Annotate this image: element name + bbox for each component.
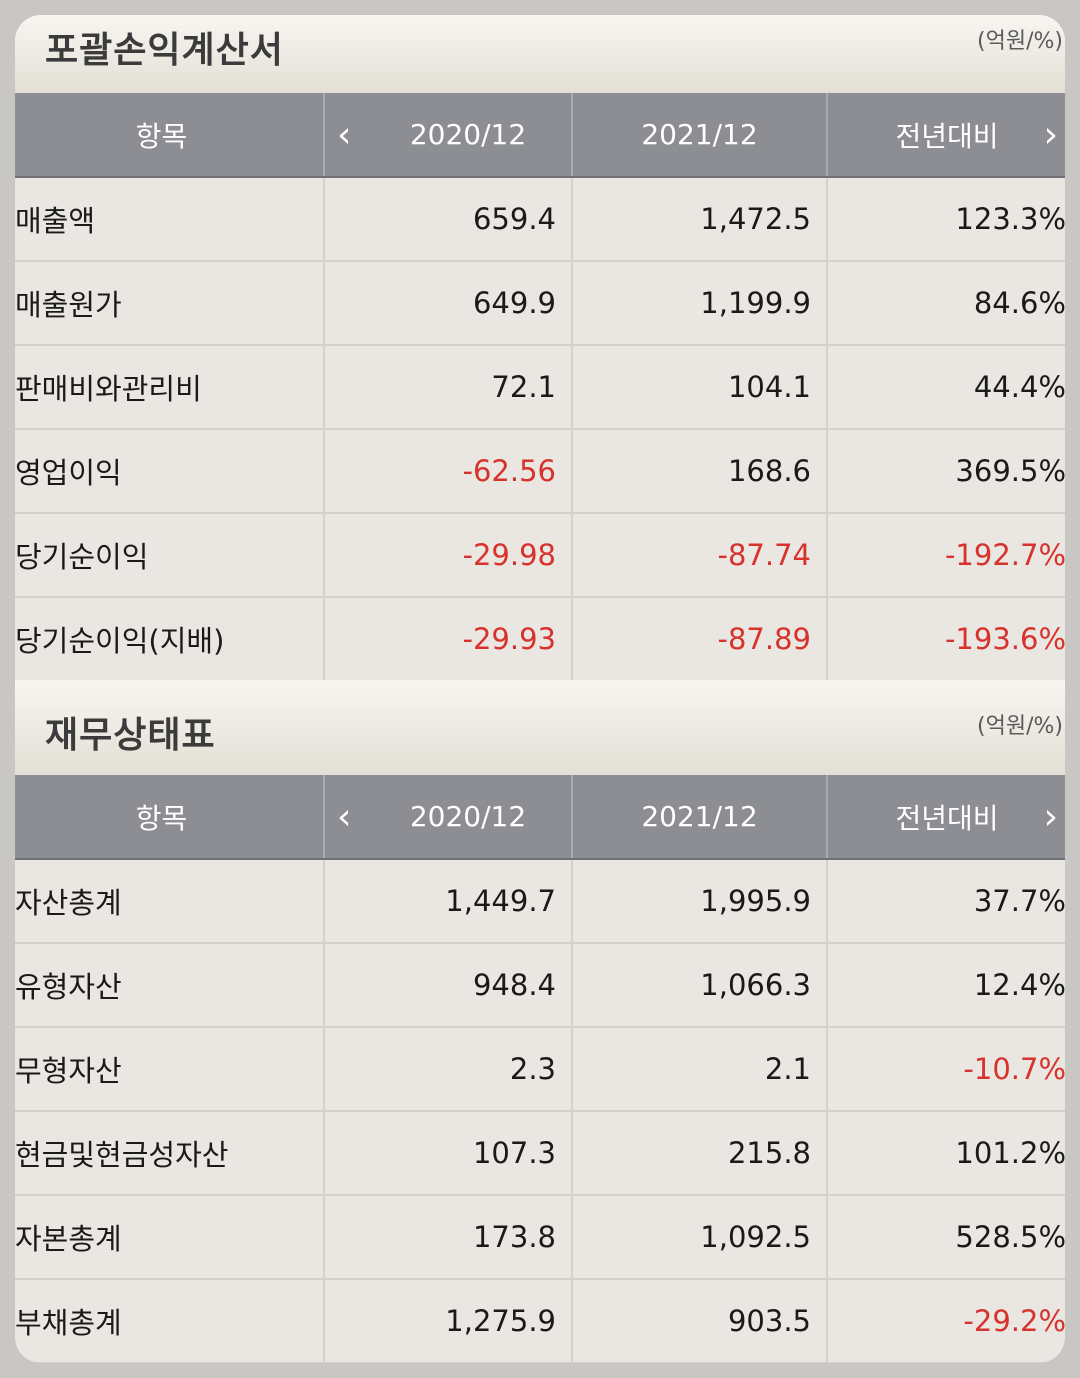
table-row: 매출액 659.4 1,472.5 123.3% xyxy=(15,178,1065,262)
chevron-right-icon[interactable]: › xyxy=(1043,796,1058,837)
column-header-item: 항목 xyxy=(15,775,325,858)
column-header-item: 항목 xyxy=(15,93,325,176)
value-2021: 1,995.9 xyxy=(573,860,828,942)
value-yoy: -29.2% xyxy=(963,1304,1065,1338)
table-row: 현금및현금성자산 107.3 215.8 101.2% xyxy=(15,1112,1065,1196)
column-header-2021: 2021/12 xyxy=(573,775,828,858)
value-2020: 649.9 xyxy=(325,262,573,344)
column-header-yoy: 전년대비 › xyxy=(828,775,1065,858)
row-label: 현금및현금성자산 xyxy=(15,1112,325,1194)
table-row: 당기순이익 -29.98 -87.74 -192.7% xyxy=(15,514,1065,598)
column-header-label: 2020/12 xyxy=(409,118,527,151)
column-header-label: 전년대비 xyxy=(895,801,999,835)
value-2020: 107.3 xyxy=(325,1112,573,1194)
value-2021: 1,472.5 xyxy=(573,178,828,260)
value-yoy: 37.7% xyxy=(973,884,1065,918)
value-2021: 1,199.9 xyxy=(573,262,828,344)
column-header-label: 항목 xyxy=(135,801,188,835)
value-yoy: 101.2% xyxy=(955,1136,1065,1170)
value-yoy: 44.4% xyxy=(973,370,1065,404)
value-2021: -87.74 xyxy=(573,514,828,596)
column-header-2020: ‹ 2020/12 xyxy=(325,93,573,176)
value-2020: -62.56 xyxy=(325,430,573,512)
table-row: 당기순이익(지배) -29.93 -87.89 -193.6% xyxy=(15,598,1065,680)
value-2020: 72.1 xyxy=(325,346,573,428)
value-2021: 1,092.5 xyxy=(573,1196,828,1278)
column-header-label: 2021/12 xyxy=(641,800,758,833)
column-header-label: 2020/12 xyxy=(409,800,527,833)
table-row: 유형자산 948.4 1,066.3 12.4% xyxy=(15,944,1065,1028)
column-header-yoy: 전년대비 › xyxy=(828,93,1065,176)
column-header-2020: ‹ 2020/12 xyxy=(325,775,573,858)
row-label: 부채총계 xyxy=(15,1280,325,1362)
row-label: 영업이익 xyxy=(15,430,325,512)
value-2020: 659.4 xyxy=(325,178,573,260)
value-2020: 1,275.9 xyxy=(325,1280,573,1362)
value-yoy: 84.6% xyxy=(973,286,1065,320)
table-row: 영업이익 -62.56 168.6 369.5% xyxy=(15,430,1065,514)
value-yoy: 369.5% xyxy=(955,454,1065,488)
column-header-label: 2021/12 xyxy=(641,118,758,151)
table-body: 자산총계 1,449.7 1,995.9 37.7% 유형자산 948.4 1,066.3 1… xyxy=(15,860,1065,1363)
value-yoy: -10.7% xyxy=(963,1052,1065,1086)
row-label: 매출원가 xyxy=(15,262,325,344)
value-yoy: -193.6% xyxy=(944,622,1065,656)
chevron-right-icon[interactable]: › xyxy=(1043,114,1058,155)
value-2021: 104.1 xyxy=(573,346,828,428)
table-row: 자본총계 173.8 1,092.5 528.5% xyxy=(15,1196,1065,1280)
value-yoy: 123.3% xyxy=(955,202,1065,236)
balance-sheet-section: 재무상태표 (억원/%) 항목 ‹ 2020/12 2021/12 전년대비 ›… xyxy=(15,680,1065,1363)
column-header-label: 전년대비 xyxy=(895,119,999,153)
value-yoy: 528.5% xyxy=(955,1220,1065,1254)
income-statement-section: 포괄손익계산서 (억원/%) 항목 ‹ 2020/12 2021/12 전년대비… xyxy=(15,15,1065,680)
value-2021: 168.6 xyxy=(573,430,828,512)
row-label: 당기순이익(지배) xyxy=(15,598,325,680)
table-header: 항목 ‹ 2020/12 2021/12 전년대비 › xyxy=(15,93,1065,178)
value-2021: 1,066.3 xyxy=(573,944,828,1026)
row-label: 판매비와관리비 xyxy=(15,346,325,428)
table-header: 항목 ‹ 2020/12 2021/12 전년대비 › xyxy=(15,775,1065,860)
row-label: 자본총계 xyxy=(15,1196,325,1278)
unit-label: (억원/%) xyxy=(977,29,1063,54)
row-label: 자산총계 xyxy=(15,860,325,942)
value-2020: -29.93 xyxy=(325,598,573,680)
section-header: 재무상태표 (억원/%) xyxy=(15,680,1065,775)
chevron-left-icon[interactable]: ‹ xyxy=(337,796,352,837)
unit-label: (억원/%) xyxy=(977,714,1063,739)
value-yoy: -192.7% xyxy=(944,538,1065,572)
table-row: 무형자산 2.3 2.1 -10.7% xyxy=(15,1028,1065,1112)
row-label: 매출액 xyxy=(15,178,325,260)
value-2020: -29.98 xyxy=(325,514,573,596)
table-row: 판매비와관리비 72.1 104.1 44.4% xyxy=(15,346,1065,430)
table-row: 부채총계 1,275.9 903.5 -29.2% xyxy=(15,1280,1065,1363)
value-yoy: 12.4% xyxy=(973,968,1065,1002)
chevron-left-icon[interactable]: ‹ xyxy=(337,114,352,155)
table-row: 매출원가 649.9 1,199.9 84.6% xyxy=(15,262,1065,346)
section-header: 포괄손익계산서 (억원/%) xyxy=(15,15,1065,93)
row-label: 당기순이익 xyxy=(15,514,325,596)
column-header-2021: 2021/12 xyxy=(573,93,828,176)
value-2021: 903.5 xyxy=(573,1280,828,1362)
row-label: 무형자산 xyxy=(15,1028,325,1110)
value-2020: 948.4 xyxy=(325,944,573,1026)
financial-summary-panel: 포괄손익계산서 (억원/%) 항목 ‹ 2020/12 2021/12 전년대비… xyxy=(15,15,1065,1363)
table-row: 자산총계 1,449.7 1,995.9 37.7% xyxy=(15,860,1065,944)
value-2021: -87.89 xyxy=(573,598,828,680)
value-2020: 2.3 xyxy=(325,1028,573,1110)
column-header-label: 항목 xyxy=(135,119,188,153)
value-2020: 173.8 xyxy=(325,1196,573,1278)
value-2021: 215.8 xyxy=(573,1112,828,1194)
section-title: 포괄손익계산서 xyxy=(45,30,284,71)
row-label: 유형자산 xyxy=(15,944,325,1026)
section-title: 재무상태표 xyxy=(45,715,216,756)
value-2020: 1,449.7 xyxy=(325,860,573,942)
value-2021: 2.1 xyxy=(573,1028,828,1110)
table-body: 매출액 659.4 1,472.5 123.3% 매출원가 649.9 1,199.9 84.… xyxy=(15,178,1065,680)
